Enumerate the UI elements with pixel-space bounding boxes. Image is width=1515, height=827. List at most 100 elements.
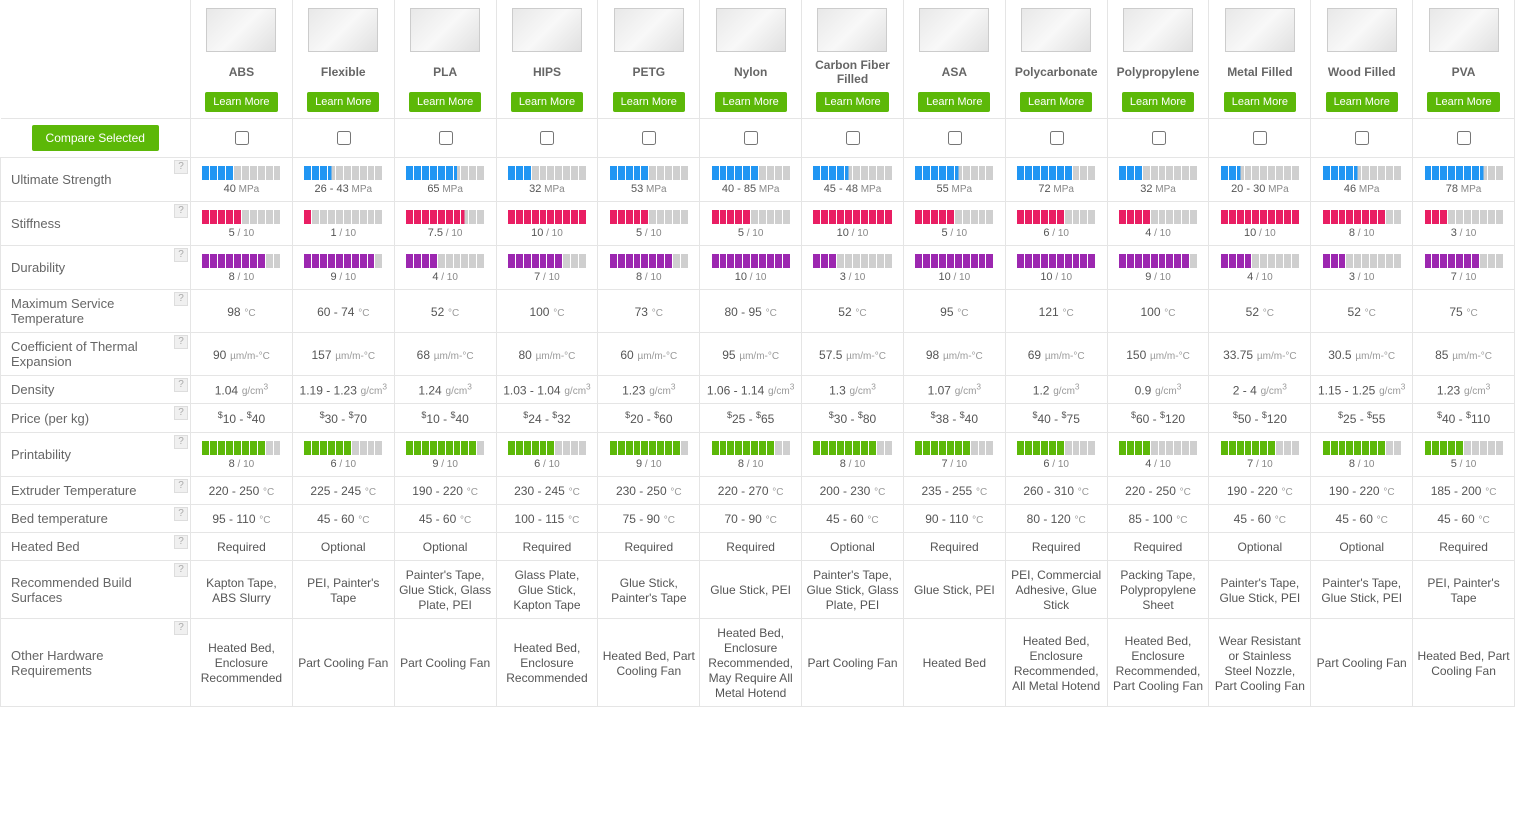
data-cell: Wear Resistant or Stainless Steel Nozzle…: [1209, 619, 1311, 707]
data-cell: 65 MPa: [394, 158, 496, 202]
data-cell: 10 / 10: [903, 246, 1005, 290]
compare-checkbox[interactable]: [1457, 131, 1471, 145]
help-icon[interactable]: ?: [174, 204, 188, 218]
data-cell: 7.5 / 10: [394, 202, 496, 246]
data-cell: 85 - 100 °C: [1107, 505, 1209, 533]
compare-checkbox[interactable]: [439, 131, 453, 145]
compare-checkbox[interactable]: [744, 131, 758, 145]
data-cell: 1.2 g/cm3: [1005, 376, 1107, 404]
compare-checkbox[interactable]: [1152, 131, 1166, 145]
material-thumbnail[interactable]: [716, 8, 786, 52]
data-cell: $40 - $110: [1413, 404, 1515, 433]
data-cell: 45 - 48 MPa: [802, 158, 904, 202]
data-cell: 5 / 10: [191, 202, 293, 246]
learn-more-button[interactable]: Learn More: [1326, 92, 1398, 112]
learn-more-button[interactable]: Learn More: [816, 92, 888, 112]
data-cell: PEI, Painter's Tape: [292, 561, 394, 619]
data-cell: $30 - $80: [802, 404, 904, 433]
help-icon[interactable]: ?: [174, 292, 188, 306]
help-icon[interactable]: ?: [174, 406, 188, 420]
compare-checkbox[interactable]: [846, 131, 860, 145]
data-cell: Optional: [802, 533, 904, 561]
data-cell: 6 / 10: [496, 433, 598, 477]
learn-more-button[interactable]: Learn More: [1122, 92, 1194, 112]
row-header: Heated Bed?: [1, 533, 191, 561]
data-cell: 72 MPa: [1005, 158, 1107, 202]
data-cell: Optional: [1311, 533, 1413, 561]
compare-checkbox[interactable]: [1253, 131, 1267, 145]
material-thumbnail[interactable]: [206, 8, 276, 52]
data-cell: Glass Plate, Glue Stick, Kapton Tape: [496, 561, 598, 619]
data-cell: Required: [1005, 533, 1107, 561]
help-icon[interactable]: ?: [174, 248, 188, 262]
help-icon[interactable]: ?: [174, 479, 188, 493]
help-icon[interactable]: ?: [174, 507, 188, 521]
compare-checkbox[interactable]: [642, 131, 656, 145]
material-header: PLALearn More: [394, 0, 496, 119]
compare-checkbox[interactable]: [235, 131, 249, 145]
material-thumbnail[interactable]: [1429, 8, 1499, 52]
learn-more-button[interactable]: Learn More: [1427, 92, 1499, 112]
data-cell: 52 °C: [1311, 290, 1413, 333]
data-cell: 100 °C: [496, 290, 598, 333]
data-cell: 7 / 10: [1413, 246, 1515, 290]
material-thumbnail[interactable]: [308, 8, 378, 52]
learn-more-button[interactable]: Learn More: [1224, 92, 1296, 112]
data-cell: 9 / 10: [394, 433, 496, 477]
row-header: Printability?: [1, 433, 191, 477]
help-icon[interactable]: ?: [174, 563, 188, 577]
material-thumbnail[interactable]: [1225, 8, 1295, 52]
learn-more-button[interactable]: Learn More: [918, 92, 990, 112]
material-header: Wood FilledLearn More: [1311, 0, 1413, 119]
data-cell: 6 / 10: [1005, 202, 1107, 246]
data-cell: 32 MPa: [496, 158, 598, 202]
compare-row: Compare Selected: [1, 119, 1515, 158]
data-cell: 200 - 230 °C: [802, 477, 904, 505]
learn-more-button[interactable]: Learn More: [1020, 92, 1092, 112]
data-cell: 1.3 g/cm3: [802, 376, 904, 404]
learn-more-button[interactable]: Learn More: [715, 92, 787, 112]
data-cell: 5 / 10: [700, 202, 802, 246]
learn-more-button[interactable]: Learn More: [307, 92, 379, 112]
data-cell: Heated Bed, Enclosure Recommended, May R…: [700, 619, 802, 707]
data-cell: 75 °C: [1413, 290, 1515, 333]
data-cell: 9 / 10: [598, 433, 700, 477]
help-icon[interactable]: ?: [174, 535, 188, 549]
compare-checkbox[interactable]: [1355, 131, 1369, 145]
help-icon[interactable]: ?: [174, 435, 188, 449]
data-cell: Heated Bed, Enclosure Recommended, Part …: [1107, 619, 1209, 707]
material-thumbnail[interactable]: [614, 8, 684, 52]
data-cell: Painter's Tape, Glue Stick, PEI: [1311, 561, 1413, 619]
data-cell: $38 - $40: [903, 404, 1005, 433]
help-icon[interactable]: ?: [174, 160, 188, 174]
data-cell: 46 MPa: [1311, 158, 1413, 202]
material-thumbnail[interactable]: [410, 8, 480, 52]
compare-selected-button[interactable]: Compare Selected: [32, 125, 159, 151]
learn-more-button[interactable]: Learn More: [511, 92, 583, 112]
material-name: Flexible: [297, 58, 390, 86]
data-cell: 8 / 10: [802, 433, 904, 477]
material-thumbnail[interactable]: [1123, 8, 1193, 52]
material-name: Carbon Fiber Filled: [806, 58, 899, 86]
data-cell: 100 - 115 °C: [496, 505, 598, 533]
learn-more-button[interactable]: Learn More: [409, 92, 481, 112]
help-icon[interactable]: ?: [174, 378, 188, 392]
material-thumbnail[interactable]: [817, 8, 887, 52]
material-header: PolypropyleneLearn More: [1107, 0, 1209, 119]
data-cell: 220 - 270 °C: [700, 477, 802, 505]
compare-checkbox[interactable]: [948, 131, 962, 145]
material-header: ASALearn More: [903, 0, 1005, 119]
help-icon[interactable]: ?: [174, 335, 188, 349]
material-name: ABS: [195, 58, 288, 86]
learn-more-button[interactable]: Learn More: [205, 92, 277, 112]
material-thumbnail[interactable]: [919, 8, 989, 52]
compare-checkbox[interactable]: [540, 131, 554, 145]
material-thumbnail[interactable]: [1021, 8, 1091, 52]
learn-more-button[interactable]: Learn More: [613, 92, 685, 112]
material-thumbnail[interactable]: [512, 8, 582, 52]
compare-checkbox[interactable]: [1050, 131, 1064, 145]
material-thumbnail[interactable]: [1327, 8, 1397, 52]
help-icon[interactable]: ?: [174, 621, 188, 635]
data-cell: Heated Bed, Enclosure Recommended, All M…: [1005, 619, 1107, 707]
compare-checkbox[interactable]: [337, 131, 351, 145]
